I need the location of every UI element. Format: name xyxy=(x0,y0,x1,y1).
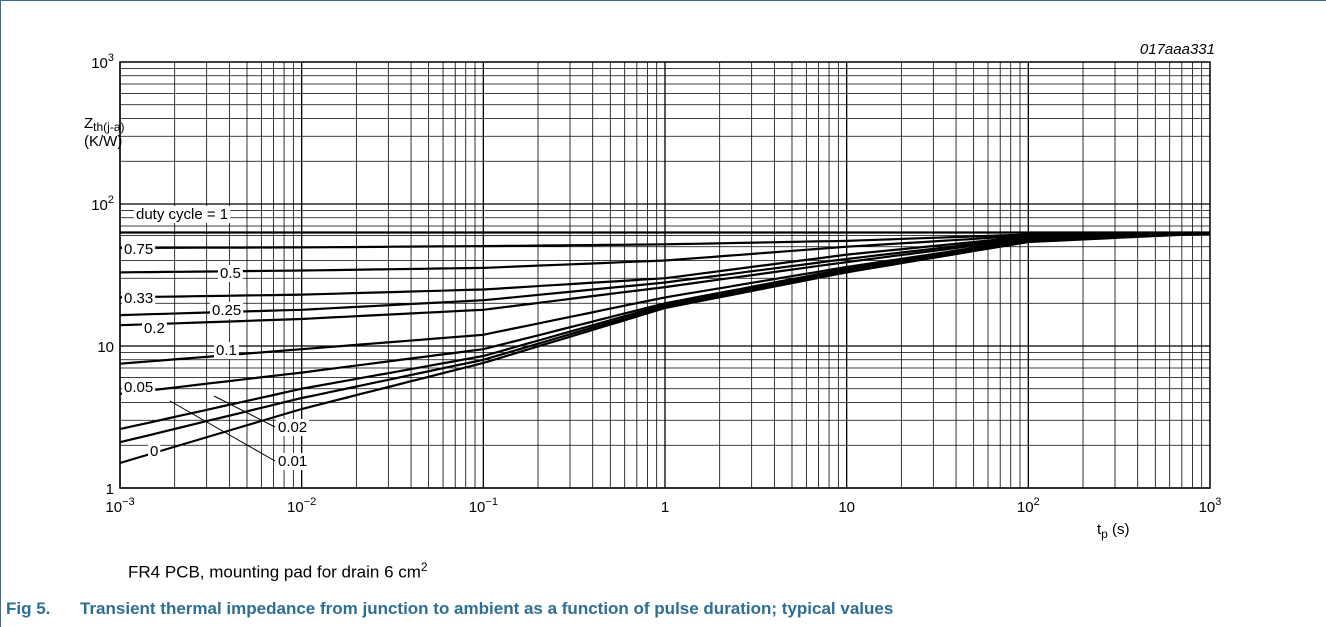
curve-label: 0.25 xyxy=(212,302,241,319)
curve-label: 0.01 xyxy=(278,453,307,470)
curve-label-bg xyxy=(122,379,156,396)
curve-label-bg xyxy=(210,302,244,319)
footnote-sup: 2 xyxy=(420,560,428,574)
curve-0 xyxy=(119,232,1211,465)
y-tick-label: 103 xyxy=(91,52,114,72)
svg-text:(K/W): (K/W) xyxy=(84,133,122,150)
y-tick-label: 10 xyxy=(97,339,114,356)
curve-label: 0.5 xyxy=(220,265,241,282)
chart-curves xyxy=(119,231,1211,465)
curve-label: 0.75 xyxy=(124,241,153,258)
curve-label-bg xyxy=(122,241,156,258)
figure-caption: Fig 5. Transient thermal impedance from j… xyxy=(6,599,893,619)
frame-left-border xyxy=(0,0,1,627)
x-tick-label: 10−2 xyxy=(287,496,316,516)
x-tick-label: 10−3 xyxy=(105,496,134,516)
chart-code: 017aaa331 xyxy=(1140,41,1215,58)
x-axis-label: tp (s) xyxy=(1097,521,1130,541)
x-tick-label: 103 xyxy=(1199,496,1222,516)
leader-line xyxy=(213,395,276,428)
curve-label-bg xyxy=(276,453,310,470)
chart-curve-labels: duty cycle = 1 0.75 0.5 0.33 0.25 0.2 0.1 0.05 0… xyxy=(122,206,310,470)
curve-label-bg xyxy=(122,290,156,307)
footnote-text: FR4 PCB, mounting pad for drain 6 cm xyxy=(128,562,421,582)
curve-label-bg xyxy=(148,443,161,460)
curve-label: 0.1 xyxy=(216,342,237,359)
figure-title: Transient thermal impedance from junctio… xyxy=(80,599,894,618)
curve-label-bg xyxy=(134,206,231,223)
x-tick-label: 102 xyxy=(1017,496,1040,516)
x-tick-label: 10−1 xyxy=(469,496,498,516)
y-tick-label: 102 xyxy=(91,194,114,214)
footnote: FR4 PCB, mounting pad for drain 6 cm2 xyxy=(128,560,428,583)
svg-text:Zth(j-a): Zth(j-a) xyxy=(84,115,125,134)
curve-label: 0.2 xyxy=(144,320,165,337)
x-tick-label: 1 xyxy=(661,499,669,516)
x-tick-label: 10 xyxy=(838,499,855,516)
curve-label-bg xyxy=(142,320,167,337)
curve-label-bg xyxy=(276,419,310,436)
curve-label: duty cycle = 1 xyxy=(136,206,228,223)
thermal-impedance-chart: duty cycle = 1 0.75 0.5 0.33 0.25 0.2 0.1 0.05 0… xyxy=(84,41,1221,541)
figure-number: Fig 5. xyxy=(6,599,51,618)
curve-label-bg xyxy=(218,265,243,282)
frame-top-border xyxy=(0,0,1326,1)
curve-label: 0.05 xyxy=(124,379,153,396)
plot-border xyxy=(119,61,1211,489)
curve-label-bg xyxy=(214,342,239,359)
curve-label: 0 xyxy=(150,443,158,460)
svg-text:tp (s): tp (s) xyxy=(1097,521,1130,541)
y-tick-label: 1 xyxy=(106,481,114,498)
chart-tick-labels: 10−3 10−2 10−1 1 10 102 103 1 10 102 103 xyxy=(91,52,1221,516)
chart-grid xyxy=(119,61,1211,489)
curve-label: 0.33 xyxy=(124,290,153,307)
leader-line xyxy=(169,400,276,462)
y-axis-label: Zth(j-a) (K/W) xyxy=(84,115,125,150)
curve-label: 0.02 xyxy=(278,419,307,436)
